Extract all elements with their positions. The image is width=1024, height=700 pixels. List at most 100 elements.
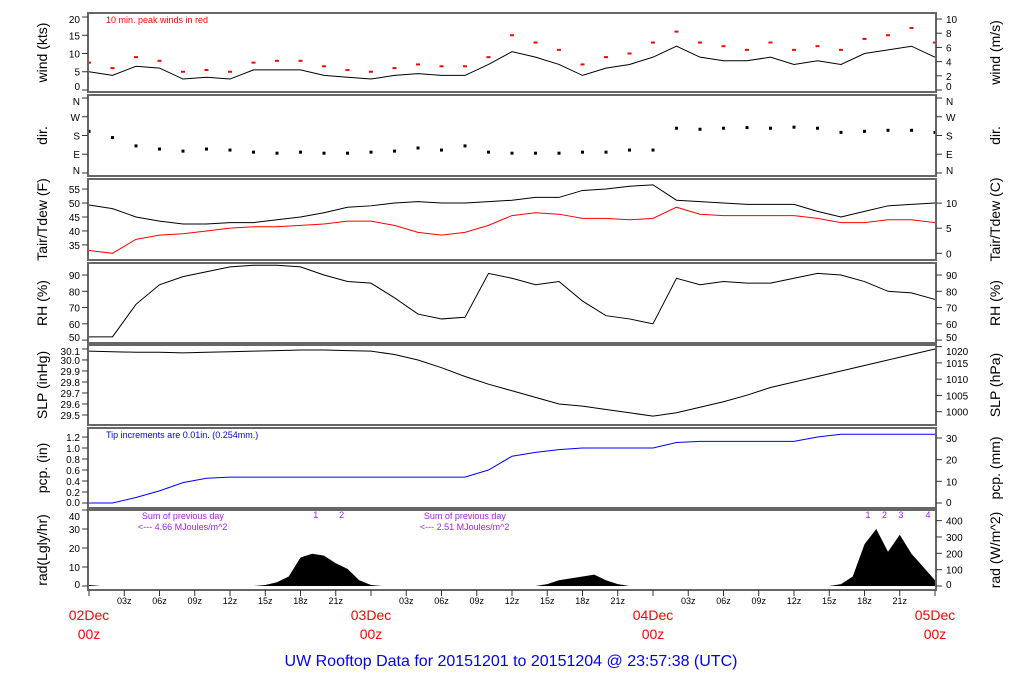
rad-marker: 1 <box>866 510 871 520</box>
date-hour-label: 00z <box>360 626 383 642</box>
slp-right-tick-label: 1005 <box>946 391 969 402</box>
wind-right-tick-label: 8 <box>946 29 952 40</box>
rad-marker: 3 <box>898 510 903 520</box>
dir-dir-point <box>228 148 232 152</box>
pcp-note: Tip increments are 0.01in. (0.254mm.) <box>106 430 258 440</box>
pcp-right-axis-title: pcp. (mm) <box>987 437 1003 500</box>
rad-right-tick-label: 100 <box>946 566 963 577</box>
rad-right-tick-label: 200 <box>946 549 963 560</box>
temp-right-tick-label: 10 <box>946 199 958 210</box>
rad-right-tick-label: 0 <box>946 580 952 591</box>
panel-rh: 50 60 70 80 90 50 60 70 80 90 RH (%) RH (%) <box>34 262 1003 344</box>
dir-dir-point <box>792 125 796 129</box>
pcp-right-tick-label: 0 <box>946 498 952 509</box>
dir-dir-point <box>910 128 913 132</box>
slp-left-tick-label: 30.1 <box>61 347 81 358</box>
date-label: 02Dec <box>69 607 109 623</box>
dir-dir-point <box>322 151 326 155</box>
slp-right-tick-label: 1020 <box>946 347 969 358</box>
dir-left-tick-label: W <box>71 113 81 124</box>
dir-dir-point <box>369 150 373 154</box>
rad-left-tick-label: 40 <box>69 512 81 523</box>
rh-right-tick-label: 60 <box>946 320 958 331</box>
dir-dir-point <box>275 151 279 155</box>
dir-dir-point <box>839 130 843 134</box>
dir-right-tick-label: W <box>946 113 956 124</box>
panel-pcp: 0.00.20.40.60.81.01.2 0 10 20 30 pcp. (in) pcp… <box>34 427 1003 509</box>
dir-dir-point <box>886 128 890 132</box>
wind-right-tick-label: 0 <box>946 82 952 93</box>
time-tick-label: 21z <box>328 596 343 606</box>
rad-marker: 4 <box>925 510 930 520</box>
rad-area <box>89 529 935 587</box>
panel-temp: 35 40 45 50 55 0 5 10 Tair/Tdew (F) Tair/Tdew (C) <box>34 177 1003 261</box>
dir-dir-point <box>581 150 584 154</box>
temp-right-axis-title: Tair/Tdew (C) <box>987 177 1003 261</box>
dir-dir-point <box>651 148 655 152</box>
rad-right-tick-label: 400 <box>946 517 963 528</box>
date-hour-label: 00z <box>924 626 947 642</box>
wind-left-tick-label: 0 <box>74 82 80 93</box>
rh-left-tick-label: 70 <box>69 304 81 315</box>
slp-left-tick-label: 29.6 <box>61 400 81 411</box>
slp-left-tick-label: 30.0 <box>61 356 81 367</box>
dir-dir-point <box>463 144 467 148</box>
slp-left-tick-label: 29.7 <box>61 389 81 400</box>
rh-series-line-0 <box>89 264 936 338</box>
rad-left-tick-label: 20 <box>69 544 81 555</box>
time-tick-label: 09z <box>751 596 766 606</box>
chart-title: UW Rooftop Data for 20151201 to 20151204… <box>285 653 738 670</box>
slp-left-tick-label: 29.5 <box>61 411 81 422</box>
dir-dir-point <box>675 126 678 130</box>
rad-day-sum-value: <--- 2.51 MJoules/m^2 <box>420 522 510 532</box>
date-hour-label: 00z <box>642 626 665 642</box>
time-tick-label: 18z <box>857 596 872 606</box>
temp-frame <box>87 178 937 261</box>
time-tick-label: 12z <box>505 596 520 606</box>
pcp-left-tick-label: 0.6 <box>66 466 80 477</box>
dir-left-tick-label: E <box>73 150 80 161</box>
rh-right-tick-label: 50 <box>946 333 958 344</box>
dir-dir-point <box>158 147 161 151</box>
pcp-left-tick-label: 0.0 <box>66 498 80 509</box>
rh-left-tick-label: 80 <box>69 287 81 298</box>
time-tick-label: 09z <box>187 596 202 606</box>
temp-left-tick-label: 50 <box>69 199 81 210</box>
pcp-left-axis-title: pcp. (in) <box>34 443 50 494</box>
rad-left-tick-label: 10 <box>69 563 81 574</box>
temp-series-line-1 <box>88 206 936 254</box>
rh-left-axis-title: RH (%) <box>34 280 50 326</box>
dir-right-tick-label: E <box>946 150 953 161</box>
dir-dir-point <box>816 126 819 130</box>
time-tick-label: 15z <box>822 596 837 606</box>
dir-dir-point <box>134 144 138 148</box>
dir-dir-point <box>299 150 302 154</box>
rh-left-tick-label: 90 <box>69 271 81 282</box>
rad-marker: 2 <box>882 510 887 520</box>
dir-dir-point <box>346 151 349 155</box>
wind-left-tick-label: 10 <box>69 50 81 61</box>
slp-frame <box>87 344 937 426</box>
dir-left-tick-label: S <box>73 132 80 143</box>
time-tick-label: 06z <box>716 596 731 606</box>
rh-right-tick-label: 80 <box>946 287 958 298</box>
pcp-right-tick-label: 20 <box>946 456 958 467</box>
date-label: 04Dec <box>633 607 673 623</box>
pcp-left-tick-label: 1.2 <box>66 433 80 444</box>
dir-dir-point <box>769 126 772 130</box>
rad-right-tick-label: 300 <box>946 533 963 544</box>
dir-right-tick-label: N <box>946 166 953 177</box>
rad-right-axis-title: rad (W/m^2) <box>987 512 1003 589</box>
slp-series-line-0 <box>88 348 936 417</box>
slp-right-tick-label: 1000 <box>946 408 969 419</box>
dir-dir-point <box>205 147 208 151</box>
rad-marker: 2 <box>339 510 344 520</box>
temp-left-tick-label: 40 <box>69 227 81 238</box>
temp-left-tick-label: 45 <box>69 213 81 224</box>
rh-right-tick-label: 70 <box>946 304 958 315</box>
wind-left-tick-label: 5 <box>74 68 80 79</box>
pcp-right-tick-label: 10 <box>946 477 958 488</box>
pcp-left-tick-label: 0.4 <box>66 477 80 488</box>
